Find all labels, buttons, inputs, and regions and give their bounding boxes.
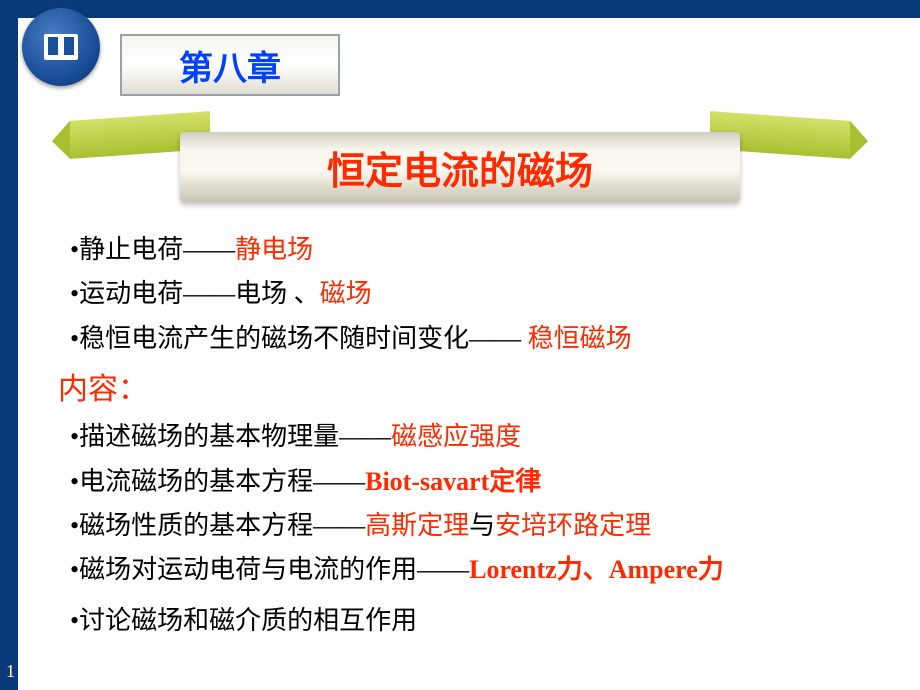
highlight: 安培环路定理 <box>495 511 651 540</box>
chapter-box: 第八章 <box>120 34 340 96</box>
section-heading: 内容： <box>58 367 890 414</box>
text: •运动电荷——电场 、 <box>70 279 320 308</box>
text: •静止电荷—— <box>70 235 235 264</box>
bullet-line: •静止电荷——静电场 <box>70 230 890 270</box>
slide-content: •静止电荷——静电场 •运动电荷——电场 、磁场 •稳恒电流产生的磁场不随时间变… <box>70 230 890 645</box>
book-icon <box>44 34 78 60</box>
content-item: •电流磁场的基本方程——Biot-savart定律 <box>70 462 890 502</box>
highlight: 静电场 <box>235 235 313 264</box>
left-sidebar <box>0 0 18 690</box>
text: •磁场对运动电荷与电流的作用—— <box>70 555 469 584</box>
title-banner: 恒定电流的磁场 <box>90 120 830 210</box>
highlight: 磁感应强度 <box>391 422 521 451</box>
banner-plate: 恒定电流的磁场 <box>180 132 740 202</box>
highlight: Biot-savart定律 <box>365 467 541 496</box>
highlight: Lorentz力、Ampere力 <box>469 555 724 584</box>
chapter-label: 第八章 <box>179 41 281 90</box>
highlight: 稳恒磁场 <box>528 324 632 353</box>
text: •描述磁场的基本物理量—— <box>70 422 391 451</box>
bullet-line: •运动电荷——电场 、磁场 <box>70 274 890 314</box>
content-item: •描述磁场的基本物理量——磁感应强度 <box>70 417 890 457</box>
page-number: 1 <box>6 661 15 682</box>
university-logo <box>22 8 100 86</box>
highlight: 磁场 <box>320 279 372 308</box>
highlight: 高斯定理 <box>365 511 469 540</box>
text: •磁场性质的基本方程—— <box>70 511 365 540</box>
text: •稳恒电流产生的磁场不随时间变化—— <box>70 324 521 353</box>
text: 与 <box>469 511 495 540</box>
bullet-line: •稳恒电流产生的磁场不随时间变化—— 稳恒磁场 <box>70 319 890 359</box>
text: •电流磁场的基本方程—— <box>70 467 365 496</box>
content-item: •磁场对运动电荷与电流的作用——Lorentz力、Ampere力 <box>70 550 890 590</box>
text: •讨论磁场和磁介质的相互作用 <box>70 606 417 635</box>
top-bar <box>18 0 920 18</box>
slide-title: 恒定电流的磁场 <box>327 140 593 195</box>
content-item: •讨论磁场和磁介质的相互作用 <box>70 601 890 641</box>
content-item: •磁场性质的基本方程——高斯定理与安培环路定理 <box>70 506 890 546</box>
